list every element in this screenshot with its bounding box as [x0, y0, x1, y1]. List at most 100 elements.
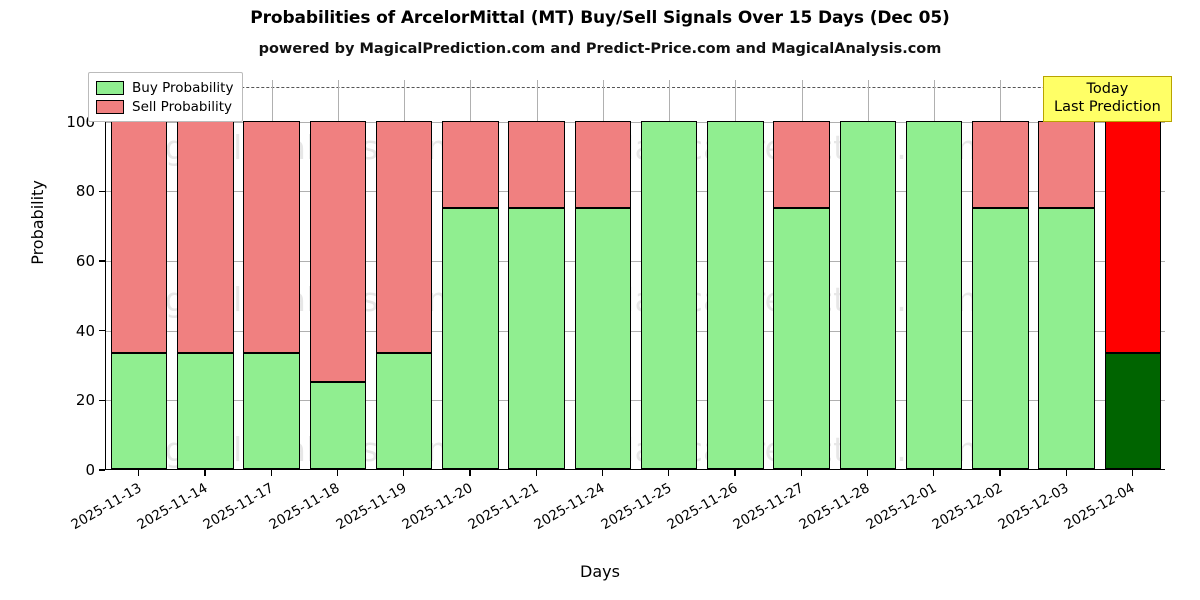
reference-line	[106, 86, 1165, 88]
gridline	[106, 400, 1165, 402]
y-tick-mark	[99, 399, 105, 402]
bar-stack[interactable]	[640, 80, 698, 469]
bar-segment-buy[interactable]	[640, 120, 698, 469]
y-tick-mark	[99, 190, 105, 193]
bar-segment-sell[interactable]	[243, 120, 300, 353]
x-tick-label: 2025-12-04	[1061, 480, 1138, 534]
bar-stack[interactable]	[375, 80, 433, 469]
bar-stack[interactable]	[177, 80, 234, 469]
bar-stack[interactable]	[1104, 80, 1162, 469]
bar-segment-sell[interactable]	[375, 120, 433, 353]
x-tick-mark	[336, 470, 339, 476]
bar-segment-buy[interactable]	[243, 352, 300, 469]
bar-stack[interactable]	[972, 80, 1029, 469]
bar-segment-buy[interactable]	[1104, 352, 1162, 469]
bar-segment-buy[interactable]	[375, 352, 433, 469]
chart-subtitle: powered by MagicalPrediction.com and Pre…	[258, 41, 942, 57]
x-tick-mark	[403, 470, 405, 476]
bar-segment-sell[interactable]	[574, 120, 632, 208]
y-tick-label: 20	[75, 391, 95, 410]
x-tick-label: 2025-11-17	[200, 480, 277, 534]
x-tick-label: 2025-11-21	[465, 480, 542, 534]
x-tick-mark	[734, 470, 736, 476]
bar-segment-buy[interactable]	[574, 207, 632, 469]
today-annotation-line1: Today	[1086, 81, 1129, 97]
x-tick-label: 2025-11-20	[399, 480, 476, 534]
bar-segment-sell[interactable]	[508, 120, 565, 208]
bar-segment-buy[interactable]	[839, 120, 897, 469]
bar-segment-sell[interactable]	[773, 120, 830, 208]
y-tick-label: 100	[66, 112, 95, 131]
x-tick-mark	[204, 470, 206, 476]
x-tick-label: 2025-12-03	[995, 480, 1072, 534]
bar-stack[interactable]	[905, 80, 963, 469]
legend-label-sell: Sell Probability	[132, 98, 233, 115]
x-tick-label: 2025-11-13	[68, 480, 145, 534]
legend-swatch-buy-icon	[96, 80, 124, 95]
bar-segment-buy[interactable]	[1038, 207, 1095, 469]
x-tick-mark	[933, 470, 935, 476]
y-tick-mark	[99, 330, 105, 332]
chart-legend: Buy Probability Sell Probability	[88, 72, 244, 122]
bar-segment-buy[interactable]	[110, 352, 168, 469]
bar-segment-sell[interactable]	[110, 120, 168, 353]
bar-segment-sell[interactable]	[442, 120, 499, 208]
bar-segment-buy[interactable]	[508, 207, 565, 469]
x-tick-mark	[1065, 470, 1067, 476]
y-axis-title: Probability	[27, 180, 47, 265]
legend-item-sell[interactable]: Sell Probability	[96, 97, 233, 116]
y-tick-label: 60	[75, 252, 95, 271]
bar-segment-sell[interactable]	[1104, 120, 1162, 353]
bar-stack[interactable]	[243, 80, 300, 469]
x-tick-mark	[469, 470, 471, 476]
x-tick-mark	[535, 470, 537, 476]
bar-stack[interactable]	[574, 80, 632, 469]
y-tick-label: 80	[75, 182, 95, 201]
bar-stack[interactable]	[442, 80, 499, 469]
legend-swatch-sell-icon	[96, 99, 124, 114]
bar-segment-sell[interactable]	[1038, 120, 1095, 208]
bar-stack[interactable]	[707, 80, 764, 469]
bar-segment-buy[interactable]	[707, 120, 764, 469]
bar-stack[interactable]	[1038, 80, 1095, 469]
y-tick-mark	[99, 260, 105, 262]
x-tick-mark	[668, 470, 670, 476]
x-tick-label: 2025-11-18	[266, 480, 343, 534]
x-tick-label: 2025-12-02	[929, 480, 1006, 534]
bar-segment-sell[interactable]	[177, 120, 234, 353]
bar-stack[interactable]	[508, 80, 565, 469]
bar-segment-buy[interactable]	[442, 207, 499, 469]
plot-clip: MagicalAnalysis.comMagicalPrediction.com…	[106, 80, 1165, 469]
bar-segment-sell[interactable]	[972, 120, 1029, 208]
bar-stack[interactable]	[110, 80, 168, 469]
x-tick-mark	[270, 470, 272, 476]
x-tick-label: 2025-11-28	[796, 480, 873, 534]
bar-stack[interactable]	[839, 80, 897, 469]
x-tick-label: 2025-11-26	[664, 480, 741, 534]
x-tick-mark	[138, 470, 140, 476]
bar-segment-sell[interactable]	[309, 120, 367, 382]
x-tick-label: 2025-11-19	[333, 480, 410, 534]
x-tick-mark	[800, 470, 802, 476]
bar-segment-buy[interactable]	[309, 381, 367, 469]
x-tick-label: 2025-11-27	[730, 480, 807, 534]
today-annotation: Today Last Prediction	[1043, 76, 1172, 123]
x-tick-label: 2025-12-01	[863, 480, 940, 534]
gridline	[106, 121, 1165, 123]
y-tick-label: 0	[85, 461, 95, 479]
bar-segment-buy[interactable]	[773, 207, 830, 469]
bar-stack[interactable]	[773, 80, 830, 469]
x-tick-label: 2025-11-24	[531, 480, 608, 534]
legend-label-buy: Buy Probability	[132, 79, 234, 96]
bar-segment-buy[interactable]	[177, 352, 234, 469]
bar-stack[interactable]	[309, 80, 367, 469]
x-axis-title: Days	[580, 562, 620, 581]
bar-segment-buy[interactable]	[972, 207, 1029, 469]
gridline	[106, 261, 1165, 263]
y-tick-mark	[99, 469, 105, 471]
x-tick-label: 2025-11-14	[134, 480, 211, 534]
x-tick-mark	[601, 470, 604, 476]
bar-segment-buy[interactable]	[905, 120, 963, 469]
legend-item-buy[interactable]: Buy Probability	[96, 78, 233, 97]
